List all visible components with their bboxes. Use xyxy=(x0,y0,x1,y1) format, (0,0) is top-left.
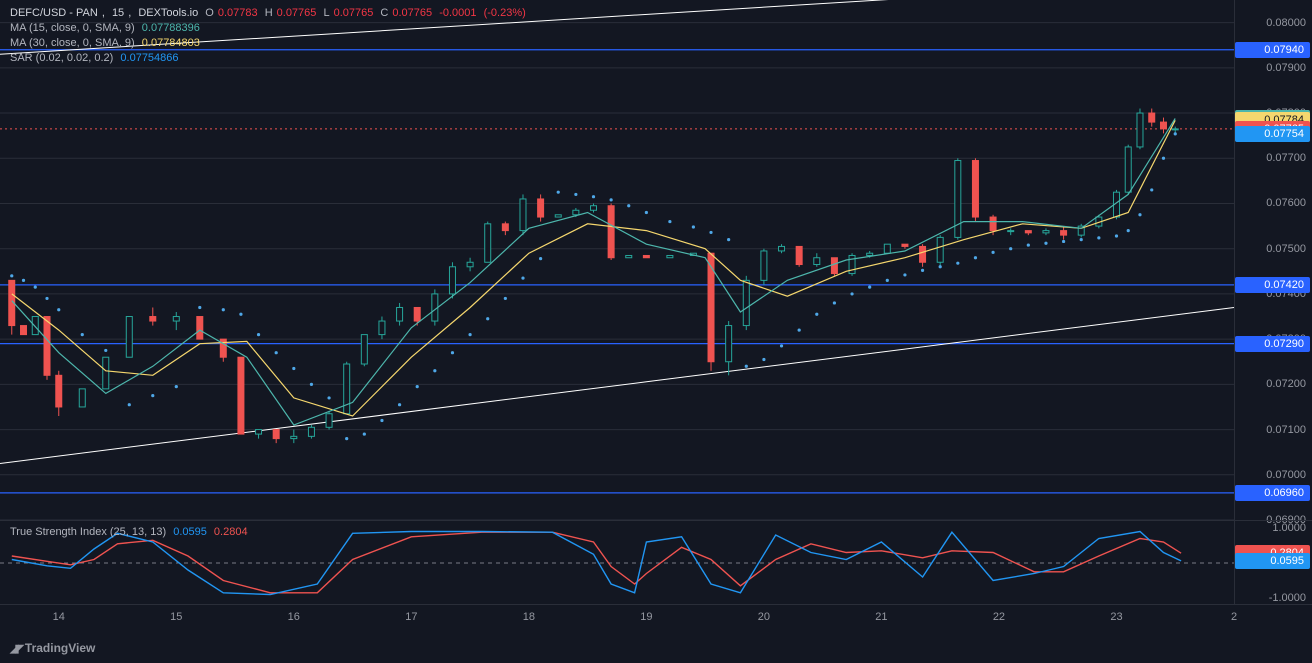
c-label: C xyxy=(380,7,388,19)
tsi-v1: 0.0595 xyxy=(173,526,207,538)
x-tick: 17 xyxy=(405,611,417,623)
tsi-v2: 0.2804 xyxy=(214,526,248,538)
y-tick: 0.07900 xyxy=(1266,62,1306,74)
o-label: O xyxy=(205,7,214,19)
y-tick: 0.07500 xyxy=(1266,243,1306,255)
tsi-y-tick: -1.0000 xyxy=(1269,592,1306,604)
main-legend: DEFC/USD - PAN, 15, DEXTools.io O0.07783… xyxy=(10,6,530,66)
tradingview-watermark: TradingView xyxy=(10,641,95,655)
y-tick: 0.07600 xyxy=(1266,197,1306,209)
sar-label: SAR (0.02, 0.02, 0.2) xyxy=(10,52,113,64)
ma15-row: MA (15, close, 0, SMA, 9) 0.07788396 xyxy=(10,21,530,36)
change: -0.0001 xyxy=(439,7,476,19)
y-label: 0.07420 xyxy=(1235,277,1310,293)
symbol-row: DEFC/USD - PAN, 15, DEXTools.io O0.07783… xyxy=(10,6,530,21)
main-chart-svg xyxy=(0,0,1234,520)
x-tick: 21 xyxy=(875,611,887,623)
change-pct: (-0.23%) xyxy=(484,7,526,19)
x-tick: 16 xyxy=(288,611,300,623)
c-value: 0.07765 xyxy=(392,7,432,19)
y-label: 0.07754 xyxy=(1235,126,1310,142)
tsi-y-axis[interactable]: 1.0000-1.00000.28040.0595 xyxy=(1234,520,1312,604)
h-label: H xyxy=(265,7,273,19)
y-tick: 0.07200 xyxy=(1266,378,1306,390)
x-tick: 23 xyxy=(1110,611,1122,623)
provider: DEXTools.io xyxy=(138,7,198,19)
y-label: 0.06960 xyxy=(1235,485,1310,501)
x-tick: 18 xyxy=(523,611,535,623)
main-price-pane[interactable]: DEFC/USD - PAN, 15, DEXTools.io O0.07783… xyxy=(0,0,1234,520)
ma15-value: 0.07788396 xyxy=(142,22,200,34)
sar-row: SAR (0.02, 0.02, 0.2) 0.07754866 xyxy=(10,51,530,66)
x-tick: 14 xyxy=(53,611,65,623)
x-tick: 22 xyxy=(993,611,1005,623)
x-tick: 20 xyxy=(758,611,770,623)
tsi-y-tick: 1.0000 xyxy=(1272,522,1306,534)
interval: 15 xyxy=(112,7,124,19)
tsi-pane[interactable]: True Strength Index (25, 13, 13) 0.0595 … xyxy=(0,520,1234,604)
chart-container: DEFC/USD - PAN, 15, DEXTools.io O0.07783… xyxy=(0,0,1312,663)
y-label: 0.07290 xyxy=(1235,336,1310,352)
y-tick: 0.08000 xyxy=(1266,17,1306,29)
tsi-y-label: 0.0595 xyxy=(1235,553,1310,569)
ma15-label: MA (15, close, 0, SMA, 9) xyxy=(10,22,135,34)
tsi-label: True Strength Index (25, 13, 13) xyxy=(10,526,166,538)
ma30-value: 0.07784803 xyxy=(142,37,200,49)
x-tick: 2 xyxy=(1231,611,1237,623)
sar-value: 0.07754866 xyxy=(120,52,178,64)
main-y-axis[interactable]: 0.080000.079000.078000.077000.076000.075… xyxy=(1234,0,1312,520)
y-tick: 0.07000 xyxy=(1266,469,1306,481)
ma30-row: MA (30, close, 0, SMA, 9) 0.07784803 xyxy=(10,36,530,51)
o-value: 0.07783 xyxy=(218,7,258,19)
y-tick: 0.07700 xyxy=(1266,152,1306,164)
ma30-label: MA (30, close, 0, SMA, 9) xyxy=(10,37,135,49)
y-tick: 0.07100 xyxy=(1266,424,1306,436)
x-tick: 19 xyxy=(640,611,652,623)
l-label: L xyxy=(323,7,329,19)
symbol: DEFC/USD - PAN xyxy=(10,7,98,19)
l-value: 0.07765 xyxy=(334,7,374,19)
h-value: 0.07765 xyxy=(277,7,317,19)
tsi-legend: True Strength Index (25, 13, 13) 0.0595 … xyxy=(10,525,252,540)
y-label: 0.07940 xyxy=(1235,42,1310,58)
x-tick: 15 xyxy=(170,611,182,623)
x-axis[interactable]: 14 15 16 17 18 19 20 21 22 23 2 xyxy=(0,604,1312,634)
